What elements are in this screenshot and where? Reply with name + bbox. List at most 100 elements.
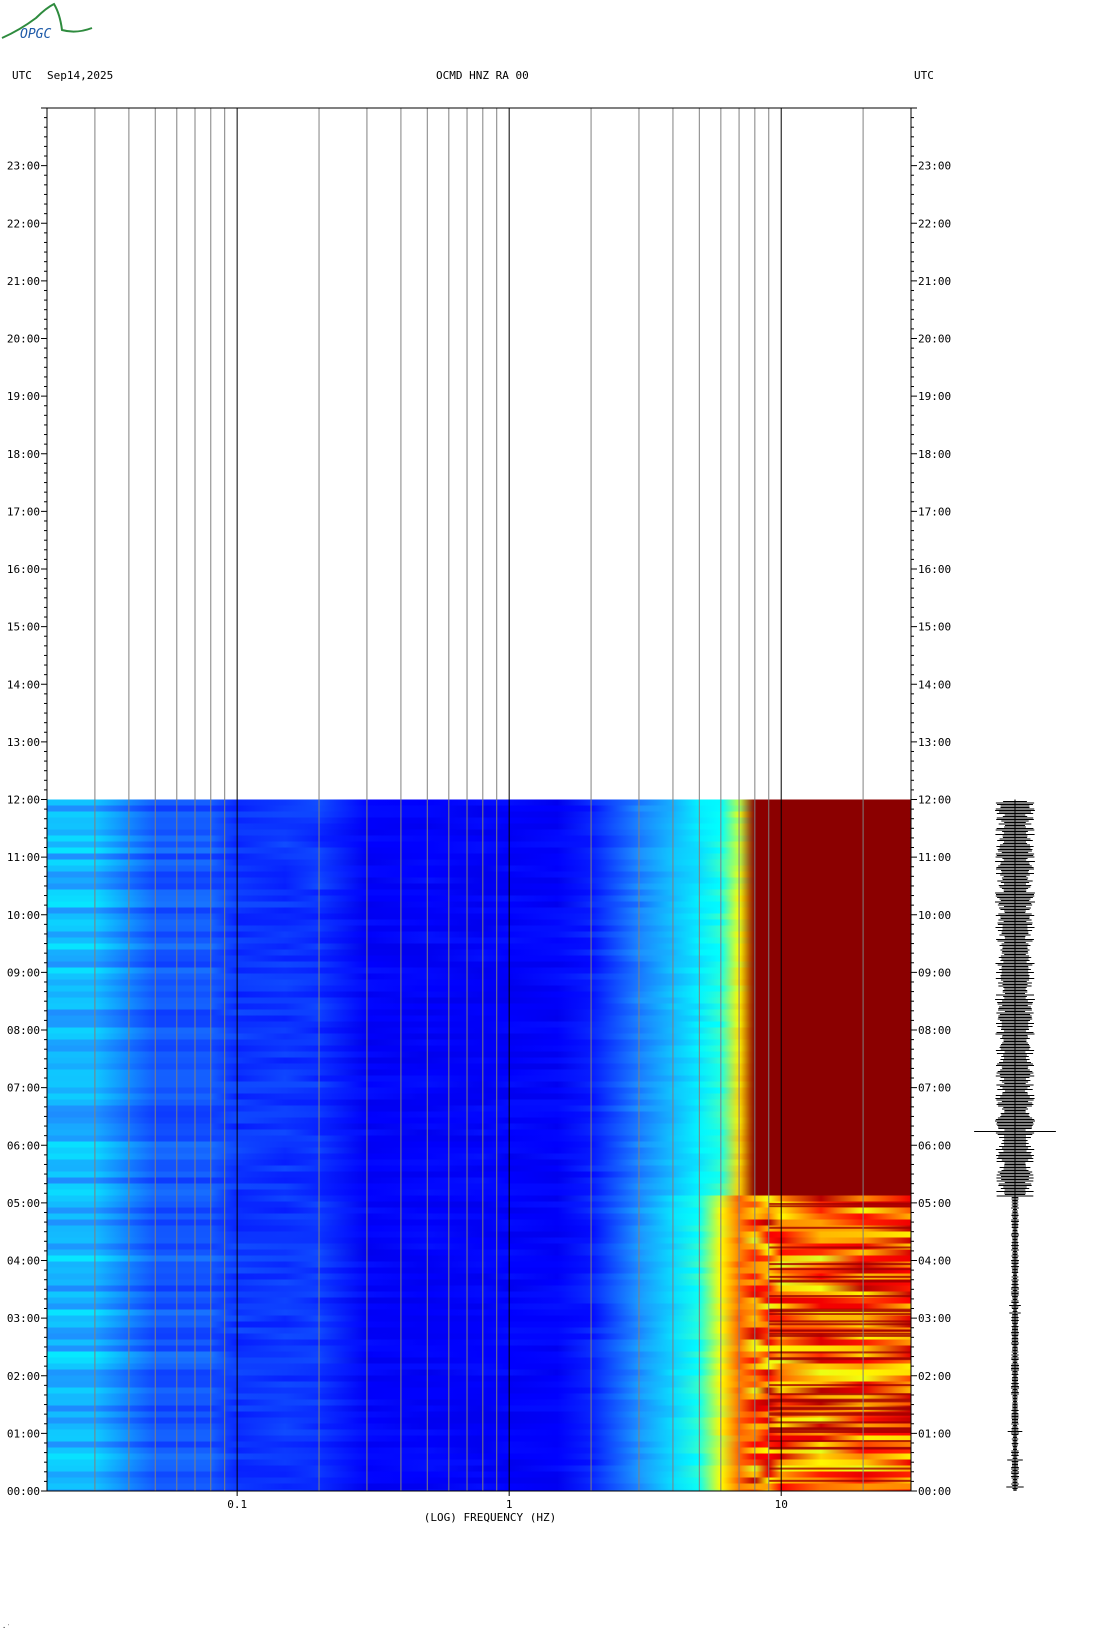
spectrogram-row bbox=[47, 979, 911, 986]
spectrogram-row bbox=[47, 991, 911, 998]
spectrogram-streak bbox=[768, 1467, 911, 1470]
utc-label-right: UTC bbox=[914, 69, 934, 82]
y-tick-label-left: 11:00 bbox=[7, 851, 40, 864]
y-tick-label-left: 01:00 bbox=[7, 1427, 40, 1440]
spectrogram-row bbox=[47, 895, 911, 902]
spectrogram-row bbox=[47, 1123, 911, 1130]
spectrogram-row bbox=[47, 1399, 911, 1406]
spectrogram-streak bbox=[768, 1421, 911, 1424]
spectrogram-streak bbox=[768, 1275, 911, 1278]
y-tick-label-left: 00:00 bbox=[7, 1485, 40, 1498]
spectrogram-row bbox=[47, 1171, 911, 1178]
spectrogram-streak bbox=[768, 1429, 911, 1432]
y-tick-label-right: 11:00 bbox=[918, 851, 951, 864]
spectrogram-row bbox=[47, 1411, 911, 1418]
y-tick-label-left: 04:00 bbox=[7, 1255, 40, 1268]
spectrogram-row bbox=[47, 1405, 911, 1412]
spectrogram-row bbox=[47, 1459, 911, 1466]
spectrogram-row bbox=[47, 907, 911, 914]
spectrogram-row bbox=[47, 913, 911, 920]
spectrogram-row bbox=[47, 1183, 911, 1190]
spectrogram-row bbox=[47, 1477, 911, 1484]
y-tick-label-left: 14:00 bbox=[7, 678, 40, 691]
spectrogram-row bbox=[47, 1117, 911, 1124]
spectrogram-row bbox=[47, 1471, 911, 1478]
y-tick-label-right: 02:00 bbox=[918, 1370, 951, 1383]
y-tick-label-right: 09:00 bbox=[918, 966, 951, 979]
spectrogram-row bbox=[47, 985, 911, 992]
spectrogram-row bbox=[47, 1417, 911, 1424]
utc-label-left: UTC bbox=[12, 69, 32, 82]
spectrogram-streak bbox=[768, 1308, 911, 1311]
y-tick-label-left: 02:00 bbox=[7, 1370, 40, 1383]
spectrogram-row bbox=[47, 1435, 911, 1442]
y-tick-label-right: 21:00 bbox=[918, 275, 951, 288]
spectrogram-row bbox=[47, 1447, 911, 1454]
spectrogram-row bbox=[47, 817, 911, 824]
y-tick-label-left: 07:00 bbox=[7, 1082, 40, 1095]
frequency-grid bbox=[94, 108, 864, 1491]
spectrogram-row bbox=[47, 1015, 911, 1022]
y-tick-label-left: 21:00 bbox=[7, 275, 40, 288]
spectrogram-row bbox=[47, 973, 911, 980]
spectrogram-row bbox=[47, 1195, 911, 1202]
spectrogram-row bbox=[47, 1087, 911, 1094]
spectrogram-row bbox=[47, 1369, 911, 1376]
spectrogram-streak bbox=[768, 1398, 911, 1401]
y-tick-label-left: 09:00 bbox=[7, 966, 40, 979]
spectrogram-row bbox=[47, 889, 911, 896]
spectrogram-row bbox=[47, 1375, 911, 1382]
spectrogram-row bbox=[47, 1213, 911, 1220]
spectrogram-row bbox=[47, 1345, 911, 1352]
y-tick-label-left: 18:00 bbox=[7, 448, 40, 461]
spectrogram-row bbox=[47, 859, 911, 866]
spectrogram-streak bbox=[768, 1205, 911, 1208]
spectrogram-streak bbox=[768, 1226, 911, 1229]
spectrogram-row bbox=[47, 1279, 911, 1286]
spectrogram-row bbox=[47, 1327, 911, 1334]
y-tick-label-left: 22:00 bbox=[7, 217, 40, 230]
spectrogram-row bbox=[47, 871, 911, 878]
spectrogram-row bbox=[47, 1453, 911, 1460]
spectrogram-row bbox=[47, 955, 911, 962]
y-tick-label-right: 20:00 bbox=[918, 333, 951, 346]
y-tick-label-right: 05:00 bbox=[918, 1197, 951, 1210]
spectrogram-row bbox=[47, 805, 911, 812]
spectrogram-row bbox=[47, 1027, 911, 1034]
spectrogram-row bbox=[47, 1159, 911, 1166]
spectrogram-streak bbox=[768, 1280, 911, 1283]
spectrogram-streak bbox=[768, 1357, 911, 1360]
spectrogram-row bbox=[47, 1393, 911, 1400]
spectrogram-row bbox=[47, 1069, 911, 1076]
y-tick-label-right: 08:00 bbox=[918, 1024, 951, 1037]
spectrogram-row bbox=[47, 841, 911, 848]
spectrogram-row bbox=[47, 1075, 911, 1082]
spectrogram-row bbox=[47, 1429, 911, 1436]
spectrogram-streak bbox=[768, 1320, 911, 1323]
station-label: OCMD HNZ RA 00 bbox=[436, 69, 529, 82]
spectrogram-row bbox=[47, 1363, 911, 1370]
spectrogram-streak bbox=[768, 1268, 911, 1271]
spectrogram-row bbox=[47, 1243, 911, 1250]
y-tick-label-right: 04:00 bbox=[918, 1255, 951, 1268]
y-tick-label-right: 14:00 bbox=[918, 678, 951, 691]
spectrogram-streak bbox=[768, 1263, 911, 1266]
spectrogram-row bbox=[47, 1309, 911, 1316]
logo-text: OPGC bbox=[20, 27, 51, 42]
spectrogram-streak bbox=[768, 1408, 911, 1411]
spectrogram-streak bbox=[768, 1430, 911, 1433]
spectrogram-row bbox=[47, 1381, 911, 1388]
spectrogram-row bbox=[47, 799, 911, 806]
spectrogram-row bbox=[47, 1009, 911, 1016]
spectrogram-row bbox=[47, 1111, 911, 1118]
y-tick-label-left: 15:00 bbox=[7, 621, 40, 634]
spectrogram-row bbox=[47, 1147, 911, 1154]
y-tick-label-left: 20:00 bbox=[7, 333, 40, 346]
y-tick-label-left: 10:00 bbox=[7, 909, 40, 922]
chart-axes: 00:00 00:00 01:00 01:00 02:00 02:00 03:00 03:00… bbox=[7, 107, 951, 1511]
spectrogram-row bbox=[47, 1303, 911, 1310]
y-tick-label-right: 01:00 bbox=[918, 1427, 951, 1440]
spectrogram-streak bbox=[768, 1384, 911, 1387]
spectrogram-row bbox=[47, 1465, 911, 1472]
spectrogram-streak bbox=[768, 1479, 911, 1482]
